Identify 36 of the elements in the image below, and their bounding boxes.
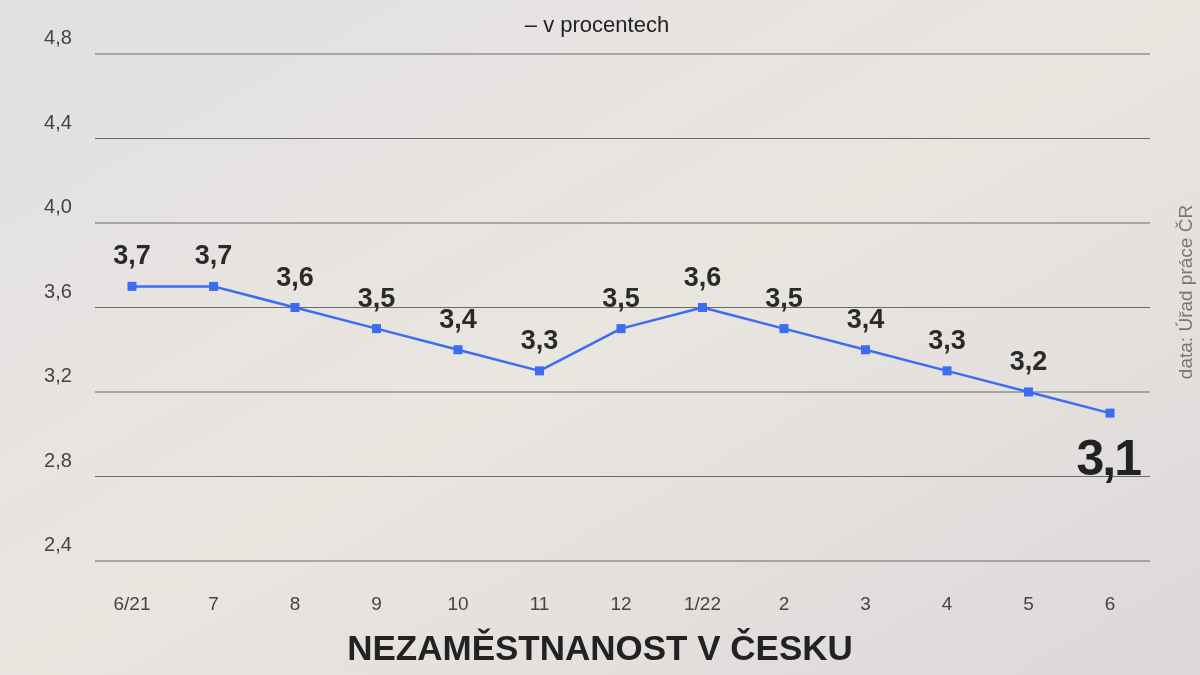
- x-tick-label: 4: [941, 593, 953, 614]
- data-label: 3,4: [846, 303, 885, 334]
- x-tick-label: 9: [371, 593, 382, 614]
- text: NEZAMĚSTNANOST V ČESKU: [347, 628, 853, 667]
- chart-subtitle: – v procentech: [524, 12, 670, 37]
- data-label: 3,3: [520, 324, 559, 355]
- y-tick-label: 4,8: [44, 26, 72, 48]
- x-tick-label: 6: [1104, 593, 1116, 614]
- x-tick-label: 12: [610, 593, 632, 614]
- data-label: 3,5: [602, 282, 640, 313]
- data-label: 3,5: [765, 282, 803, 313]
- data-label: 3,6: [276, 261, 314, 292]
- data-label: 3,3: [928, 324, 966, 355]
- x-tick-label: 2: [778, 593, 790, 614]
- y-tick-label: 3,6: [44, 279, 72, 302]
- y-tick-label: 4,4: [44, 110, 72, 133]
- data-label: 3,2: [1009, 346, 1048, 376]
- y-tick-label: 2,8: [44, 448, 72, 471]
- x-tick-label: 11: [529, 593, 550, 614]
- data-label: 3,4: [439, 303, 477, 334]
- y-tick-label: 4,0: [44, 195, 72, 217]
- x-tick-label: 6/21: [113, 593, 151, 614]
- y-tick-label: 2,4: [44, 533, 72, 555]
- x-tick-label: 8: [289, 593, 301, 614]
- y-tick-label: 3,2: [44, 364, 72, 386]
- x-tick-label: 7: [208, 593, 219, 614]
- data-label: 3,7: [194, 240, 233, 271]
- data-label: 3,7: [113, 240, 151, 271]
- x-tick-label: 3: [860, 593, 871, 614]
- data-label: 3,6: [683, 261, 722, 292]
- x-tick-label: 1/22: [684, 593, 721, 614]
- data-label: 3,1: [1076, 430, 1142, 487]
- x-tick-label: 5: [1023, 593, 1034, 614]
- x-tick-label: 10: [447, 593, 469, 614]
- text: data: Úřad práce ČR: [1175, 204, 1196, 380]
- data-label: 3,5: [357, 282, 396, 313]
